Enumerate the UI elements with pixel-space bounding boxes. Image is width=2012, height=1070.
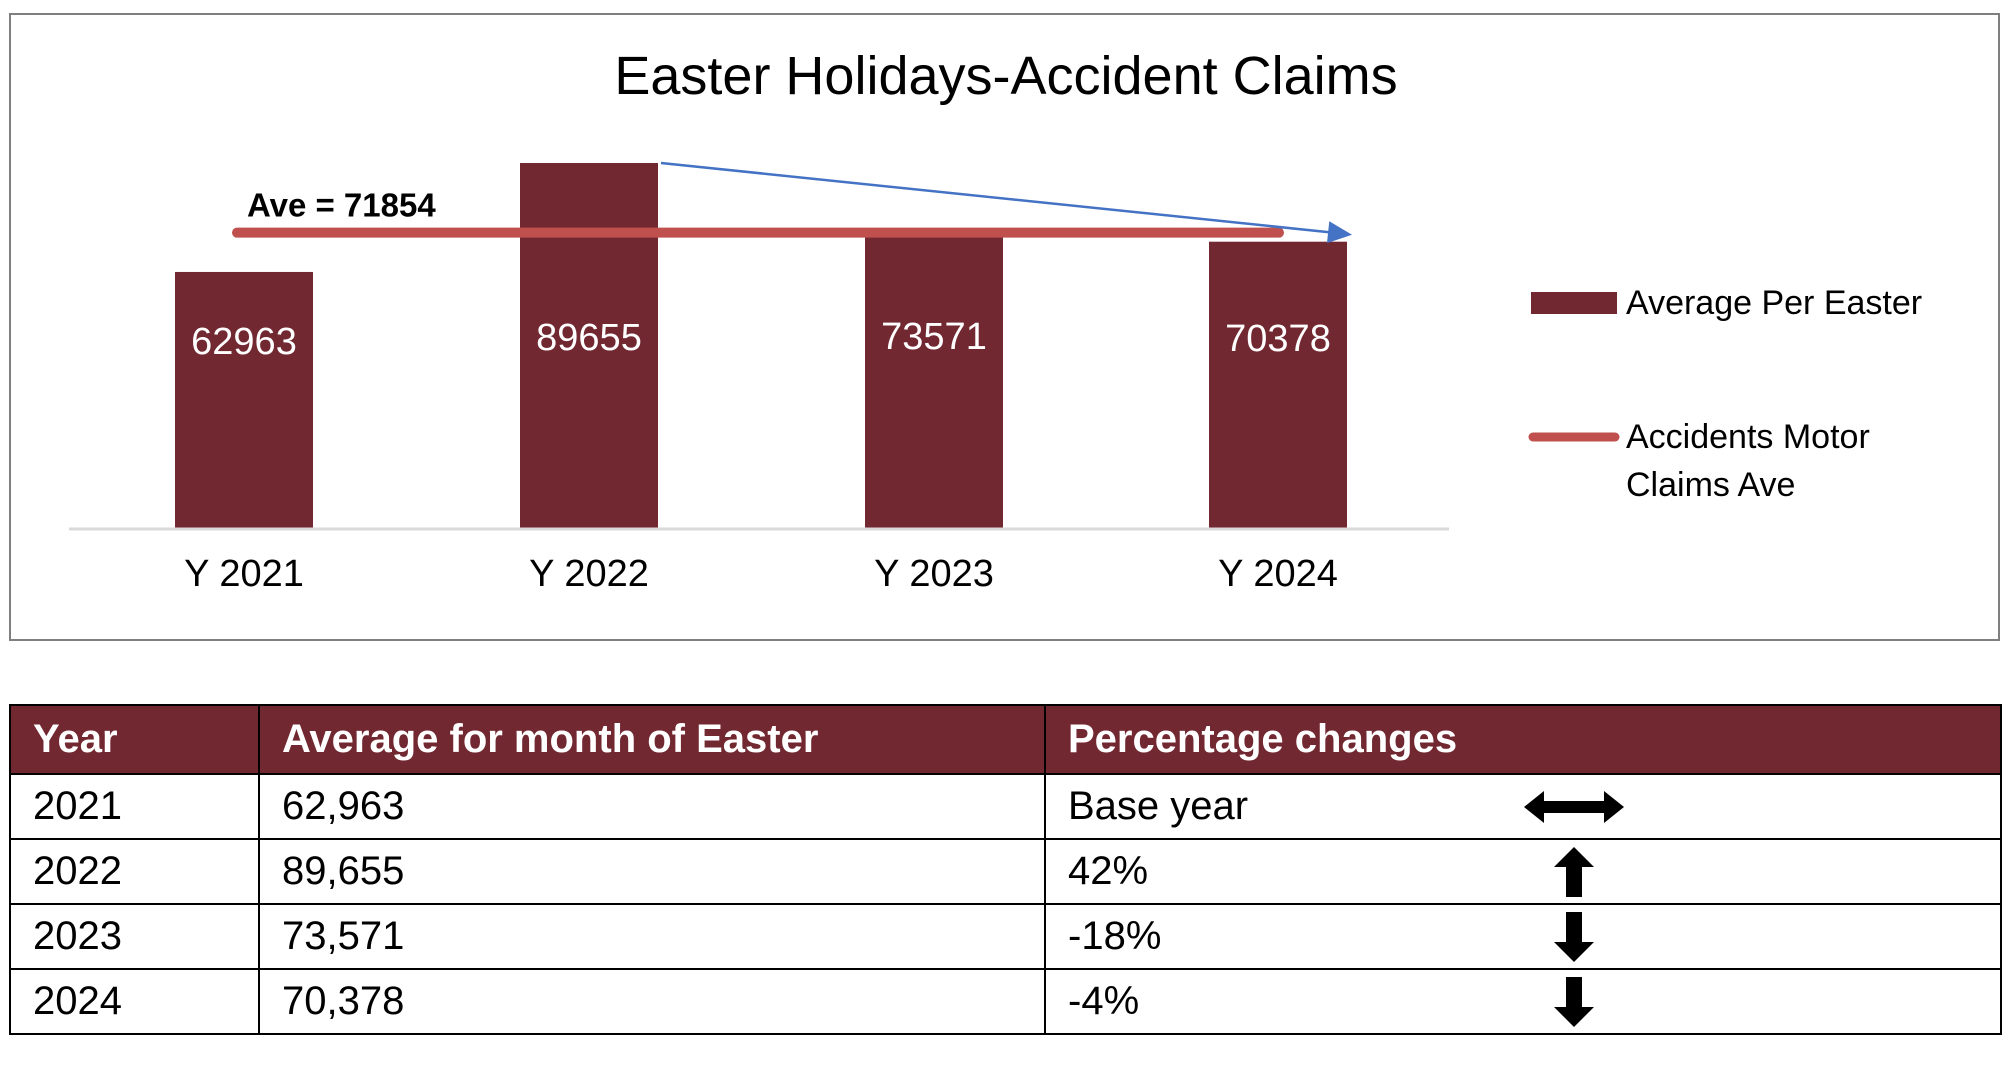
down-arrow-icon xyxy=(1554,976,1594,1027)
left-right-arrow-icon xyxy=(1524,790,1624,823)
bar-value-label: 70378 xyxy=(1225,318,1331,360)
cell-year: 2023 xyxy=(9,903,260,970)
header-average: Average for month of Easter xyxy=(258,704,1046,775)
bar xyxy=(1209,241,1347,529)
legend: Average Per Easter Accidents Motor Claim… xyxy=(1528,284,1922,504)
chart-title: Easter Holidays-Accident Claims xyxy=(614,46,1397,106)
cell-year: 2022 xyxy=(9,838,260,905)
cell-year: 2021 xyxy=(9,773,260,840)
table-row: 2022 89,655 42% xyxy=(9,838,2002,905)
cell-average: 89,655 xyxy=(258,838,1046,905)
change-text: 42% xyxy=(1068,849,1149,893)
data-table: Year Average for month of Easter Percent… xyxy=(9,704,2002,1035)
table-row: 2021 62,963 Base year xyxy=(9,773,2002,840)
bar-chart: Easter Holidays-Accident Claims 62963 Y 2… xyxy=(69,46,1922,595)
header-change: Percentage changes xyxy=(1044,704,2002,775)
bar xyxy=(520,163,658,529)
legend-line-label-2: Claims Ave xyxy=(1626,466,1795,504)
x-tick-label: Y 2024 xyxy=(1218,553,1338,595)
average-line-layer: Ave = 71854 xyxy=(232,187,1284,238)
chart-frame: Easter Holidays-Accident Claims 62963 Y 2… xyxy=(9,13,2000,641)
legend-line-label-1: Accidents Motor xyxy=(1626,418,1870,456)
cell-average: 62,963 xyxy=(258,773,1046,840)
down-arrow-icon xyxy=(1554,911,1594,962)
table-header-row: Year Average for month of Easter Percent… xyxy=(9,704,2002,775)
change-text: -4% xyxy=(1068,979,1140,1023)
cell-average: 70,378 xyxy=(258,968,1046,1035)
change-text: Base year xyxy=(1068,784,1249,828)
table-row: 2023 73,571 -18% xyxy=(9,903,2002,970)
x-tick-label: Y 2021 xyxy=(184,553,304,595)
change-text: -18% xyxy=(1068,914,1162,958)
cell-year: 2024 xyxy=(9,968,260,1035)
average-label: Ave = 71854 xyxy=(247,187,436,224)
cell-change: -18% xyxy=(1044,903,2002,970)
bar xyxy=(865,228,1003,529)
cell-average: 73,571 xyxy=(258,903,1046,970)
trend-arrow-head xyxy=(1326,221,1352,244)
bars-layer: 62963 Y 2021 89655 Y 2022 73571 Y 2023 70378 Y … xyxy=(175,163,1347,595)
x-tick-label: Y 2022 xyxy=(529,553,649,595)
legend-bar-swatch xyxy=(1531,292,1617,314)
legend-bar-label: Average Per Easter xyxy=(1626,284,1922,322)
cell-change: -4% xyxy=(1044,968,2002,1035)
bar-value-label: 89655 xyxy=(536,317,642,359)
table-row: 2024 70,378 -4% xyxy=(9,968,2002,1035)
bar xyxy=(175,271,313,529)
bar-value-label: 62963 xyxy=(191,321,297,363)
bar-value-label: 73571 xyxy=(881,316,987,358)
trend-arrow-line xyxy=(660,161,1335,234)
cell-change: 42% xyxy=(1044,838,2002,905)
header-year: Year xyxy=(9,704,260,775)
trend-arrow-layer xyxy=(660,161,1352,244)
cell-change: Base year xyxy=(1044,773,2002,840)
up-arrow-icon xyxy=(1554,846,1594,897)
x-tick-label: Y 2023 xyxy=(874,553,994,595)
